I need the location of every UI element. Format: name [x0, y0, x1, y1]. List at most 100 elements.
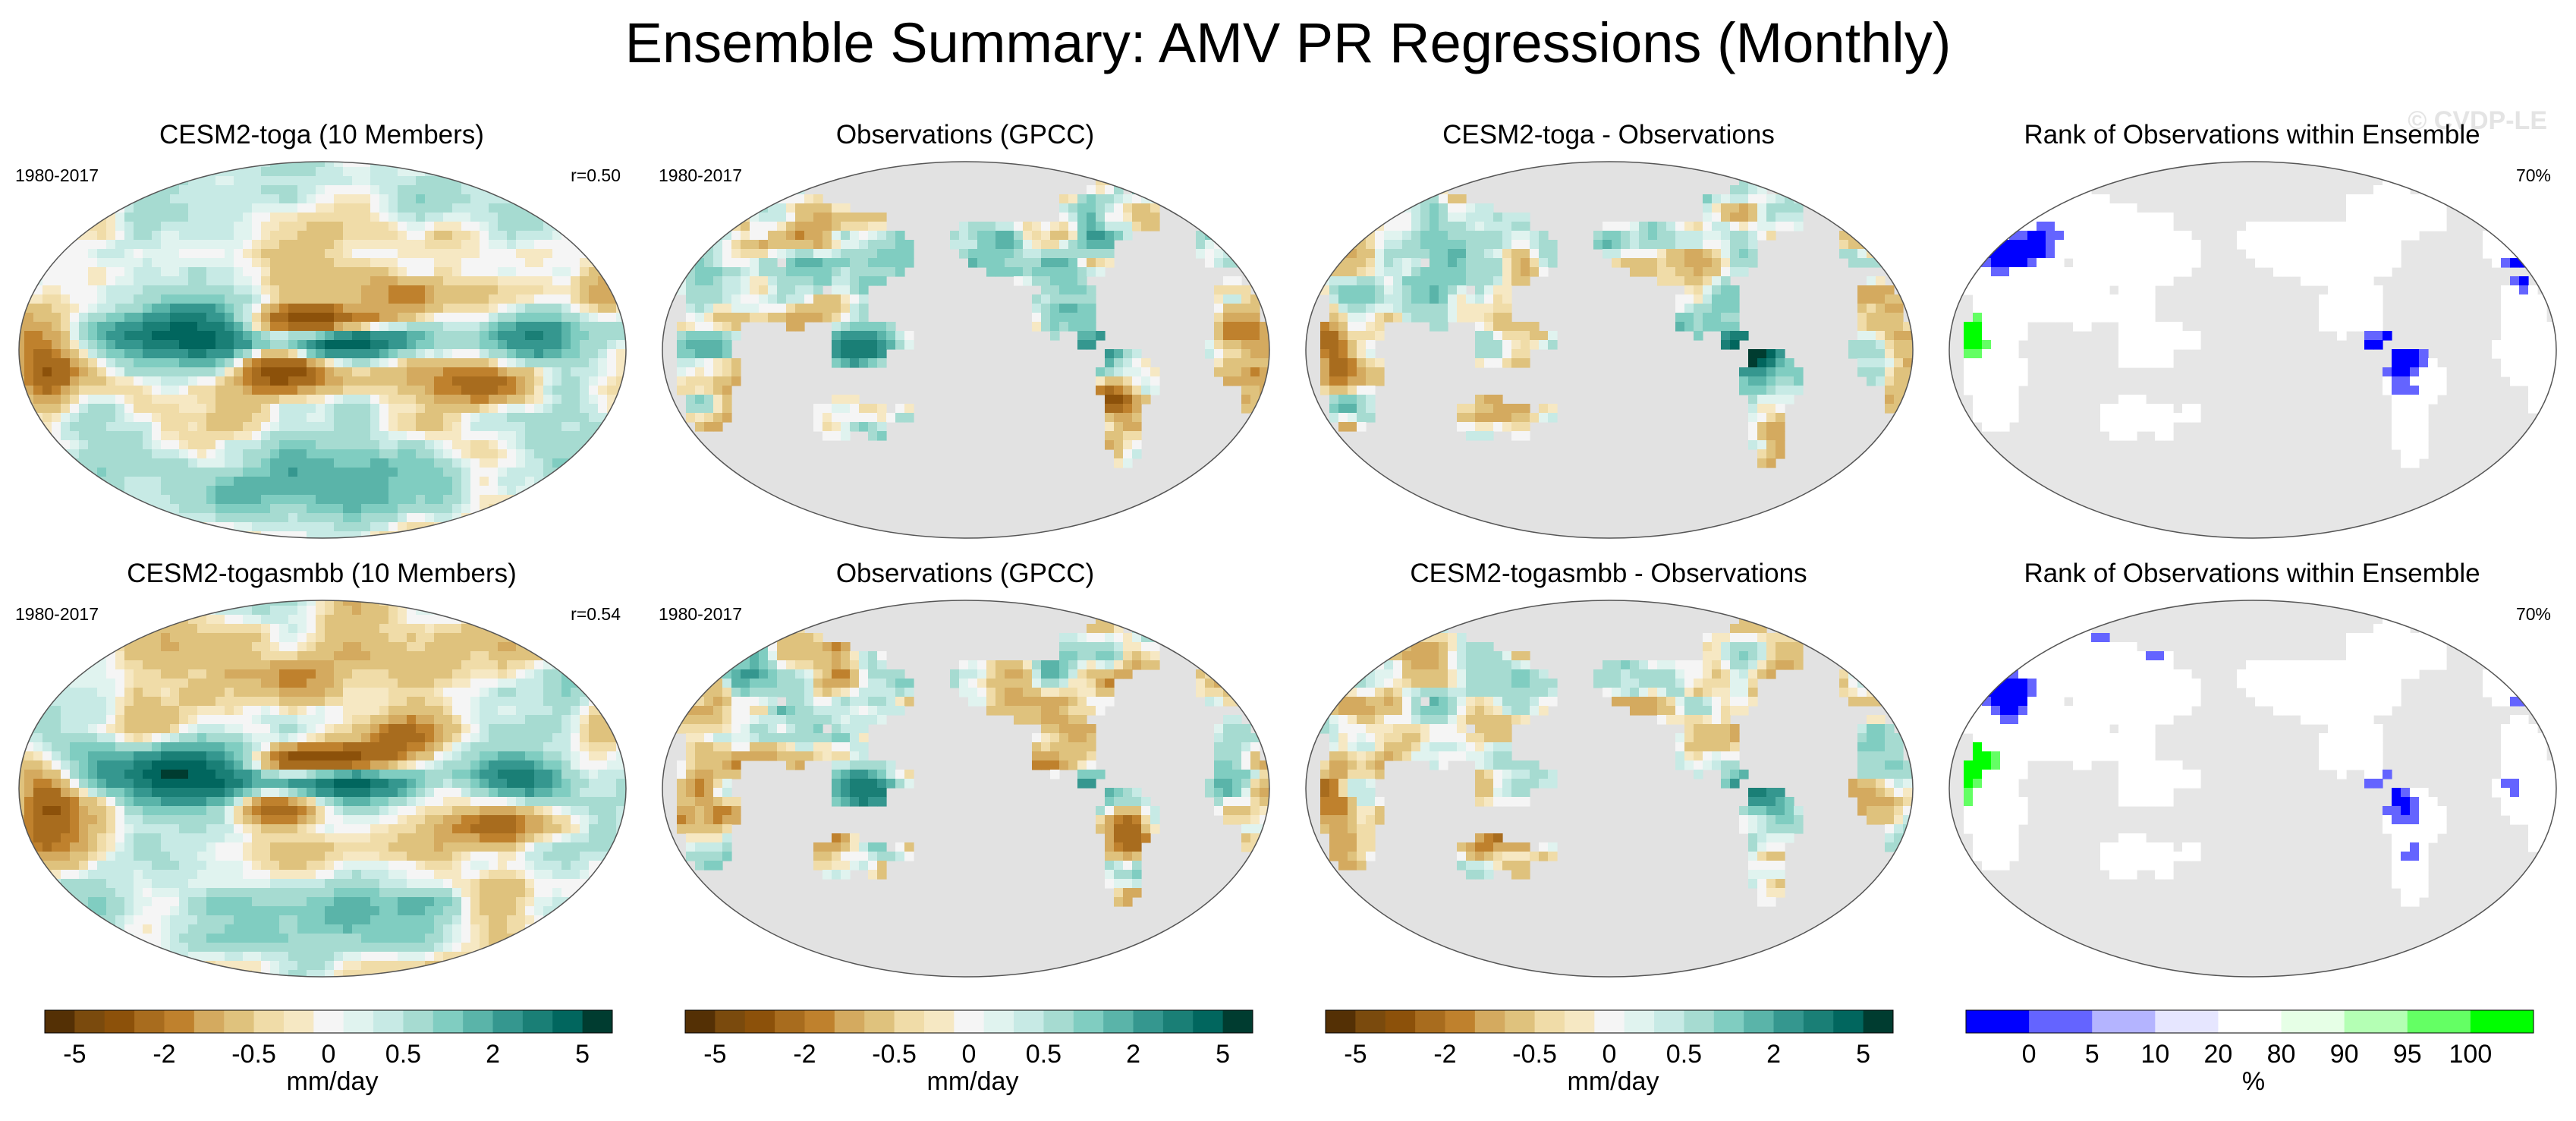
colorbar-tick-label: 90: [2330, 1040, 2359, 1069]
colorbar-swatch: [1594, 1010, 1625, 1033]
colorbar-swatch: [954, 1010, 985, 1033]
colorbar-swatch: [1133, 1010, 1164, 1033]
world-map: [18, 161, 627, 539]
colorbar-tick-label: 100: [2449, 1040, 2493, 1069]
colorbar-swatch: [432, 1010, 464, 1033]
colorbar-swatch: [283, 1010, 314, 1033]
colorbar-swatch: [894, 1010, 925, 1033]
colorbar-tick-label: -2: [153, 1040, 175, 1069]
colorbar-swatch: [552, 1010, 583, 1033]
colorbar-swatch: [2092, 1010, 2156, 1033]
colorbar-tick-label: 0.5: [385, 1040, 421, 1069]
colorbar-tick-label: 0: [322, 1040, 336, 1069]
colorbar-3: -5 -2 -0.5 0 0.5 2 5 mm/day: [1325, 1009, 1968, 1108]
colorbar-swatches: -5 -2 -0.5 0 0.5 2 5: [44, 1009, 613, 1069]
colorbar-swatch: [1505, 1010, 1536, 1033]
panel-stat: 70%: [2515, 604, 2551, 624]
world-map: [1305, 600, 1914, 978]
colorbar-swatch: [224, 1010, 255, 1033]
colorbar-tick-label: -5: [63, 1040, 86, 1069]
map-panel-4: Rank of Observations within Ensemble 70%: [1930, 120, 2574, 560]
colorbar-swatch: [134, 1010, 165, 1033]
colorbar-swatch: [983, 1010, 1014, 1033]
colorbar-swatch: [1564, 1010, 1595, 1033]
panel-title: Rank of Observations within Ensemble: [2024, 120, 2480, 150]
colorbar-swatch: [522, 1010, 553, 1033]
colorbar-units-label: %: [2241, 1067, 2266, 1096]
colorbar-swatch: [834, 1010, 865, 1033]
colorbar-swatch: [45, 1010, 75, 1033]
panel-period: 1980-2017: [659, 165, 742, 185]
colorbar-swatch: [1103, 1010, 1134, 1033]
panel-period: 1980-2017: [15, 165, 99, 185]
colorbar-swatch: [193, 1010, 225, 1033]
panel-title: CESM2-togasmbb - Observations: [1410, 559, 1807, 588]
world-map: [18, 600, 627, 978]
world-map: [1949, 600, 2557, 978]
colorbar-tick-label: 0: [1603, 1040, 1617, 1069]
colorbar-swatch: [1863, 1010, 1894, 1033]
colorbar-swatch: [2407, 1010, 2471, 1033]
colorbar-swatch: [1654, 1010, 1684, 1033]
colorbar-swatch: [313, 1010, 344, 1033]
colorbar-swatch: [1803, 1010, 1834, 1033]
panel-title: Rank of Observations within Ensemble: [2024, 559, 2480, 588]
colorbar-tick-label: 20: [2204, 1040, 2233, 1069]
colorbar-tick-label: 95: [2393, 1040, 2422, 1069]
colorbar-swatch: [1833, 1010, 1864, 1033]
colorbar-swatch: [923, 1010, 955, 1033]
colorbar-tick-label: 10: [2140, 1040, 2169, 1069]
colorbar-tick-label: -5: [1344, 1040, 1367, 1069]
colorbar-tick-label: 0.5: [1666, 1040, 1702, 1069]
colorbar-4: 0 5 10 20 80 90 95 100%: [1965, 1009, 2576, 1108]
colorbar-swatches: -5 -2 -0.5 0 0.5 2 5: [1325, 1009, 1894, 1069]
colorbar-swatch: [74, 1010, 105, 1033]
colorbar-swatches: -5 -2 -0.5 0 0.5 2 5: [684, 1009, 1253, 1069]
colorbar-swatch: [804, 1010, 835, 1033]
colorbar-swatch: [864, 1010, 895, 1033]
colorbar-tick-label: -0.5: [872, 1040, 917, 1069]
map-panel-3: CESM2-toga - Observations: [1287, 120, 1930, 560]
colorbar-swatch: [1014, 1010, 1044, 1033]
colorbar-swatch: [744, 1010, 775, 1033]
panel-stat: r=0.50: [571, 165, 621, 185]
colorbar-swatch: [1355, 1010, 1386, 1033]
colorbar-swatch: [1966, 1010, 2030, 1033]
colorbar-units-label: mm/day: [1567, 1067, 1659, 1096]
colorbar-swatch: [2281, 1010, 2345, 1033]
panel-stat: r=0.54: [571, 604, 621, 624]
colorbar-tick-label: 5: [575, 1040, 590, 1069]
world-map: [1305, 161, 1914, 539]
colorbar-swatch: [343, 1010, 374, 1033]
world-map: [1949, 161, 2557, 539]
colorbar-swatch: [2344, 1010, 2408, 1033]
colorbar-swatch: [1713, 1010, 1744, 1033]
colorbar-swatch: [1474, 1010, 1505, 1033]
colorbar-2: -5 -2 -0.5 0 0.5 2 5 mm/day: [684, 1009, 1328, 1108]
colorbar-1: -5 -2 -0.5 0 0.5 2 5 mm/day: [44, 1009, 687, 1108]
colorbar-swatch: [2155, 1010, 2219, 1033]
colorbar-units-label: mm/day: [926, 1067, 1019, 1096]
panel-title: CESM2-toga (10 Members): [159, 120, 484, 150]
world-map: [662, 600, 1270, 978]
colorbar-swatch: [1624, 1010, 1655, 1033]
colorbar-tick-label: 5: [1856, 1040, 1870, 1069]
colorbar-swatch: [1162, 1010, 1194, 1033]
panel-period: 1980-2017: [15, 604, 99, 624]
colorbar-swatch: [1043, 1010, 1074, 1033]
panel-title: Observations (GPCC): [835, 559, 1095, 588]
panel-title: CESM2-togasmbb (10 Members): [127, 559, 517, 588]
colorbar-tick-label: 0: [962, 1040, 977, 1069]
colorbar-swatch: [582, 1010, 613, 1033]
colorbar-tick-label: -2: [793, 1040, 816, 1069]
map-panel-7: CESM2-togasmbb - Observations: [1287, 559, 1930, 999]
colorbar-swatch: [1415, 1010, 1445, 1033]
colorbar-swatch: [715, 1010, 746, 1033]
colorbar-tick-label: 2: [1766, 1040, 1781, 1069]
colorbar-swatch: [403, 1010, 434, 1033]
map-panel-5: CESM2-togasmbb (10 Members) 1980-2017 r=0.…: [0, 559, 643, 999]
map-panel-8: Rank of Observations within Ensemble 70%: [1930, 559, 2574, 999]
figure-title: Ensemble Summary: AMV PR Regressions (Mo…: [624, 11, 1952, 74]
colorbar-swatch: [164, 1010, 195, 1033]
colorbar-tick-label: -5: [703, 1040, 726, 1069]
